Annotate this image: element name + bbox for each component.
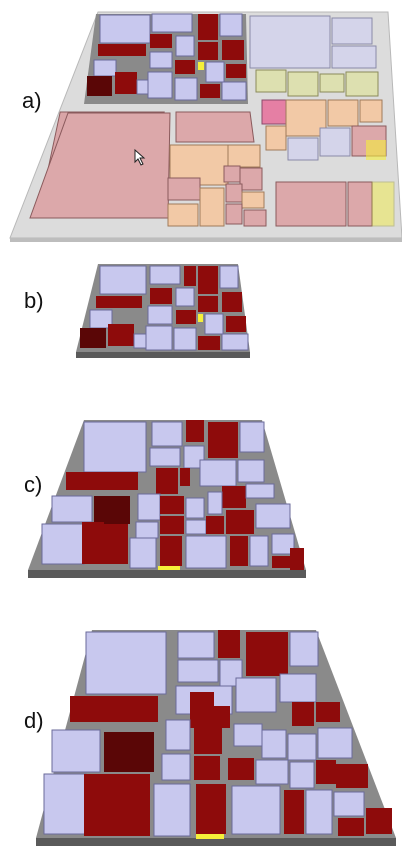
panel-a: a): [0, 0, 402, 250]
panel-label-b: b): [24, 288, 44, 313]
panel-label-c: c): [24, 472, 43, 497]
treemap-a-cluster-top-left: [84, 13, 248, 104]
treemap-a-cluster-bottom-left: [29, 111, 171, 219]
panel-b: b): [0, 258, 402, 368]
panel-c: c): [0, 412, 402, 588]
treemap-a-cluster-right: [249, 15, 395, 227]
mouse-pointer-icon: [134, 148, 146, 166]
treemap-a-cluster-center: [167, 111, 267, 227]
treemap-d: [36, 630, 396, 846]
treemap-b: [76, 264, 250, 358]
treemap-c: [28, 420, 306, 578]
panel-label-d: d): [24, 708, 44, 733]
treemap-a: [9, 11, 402, 242]
panel-label-a: a): [22, 88, 42, 113]
panel-d: d): [0, 624, 402, 852]
